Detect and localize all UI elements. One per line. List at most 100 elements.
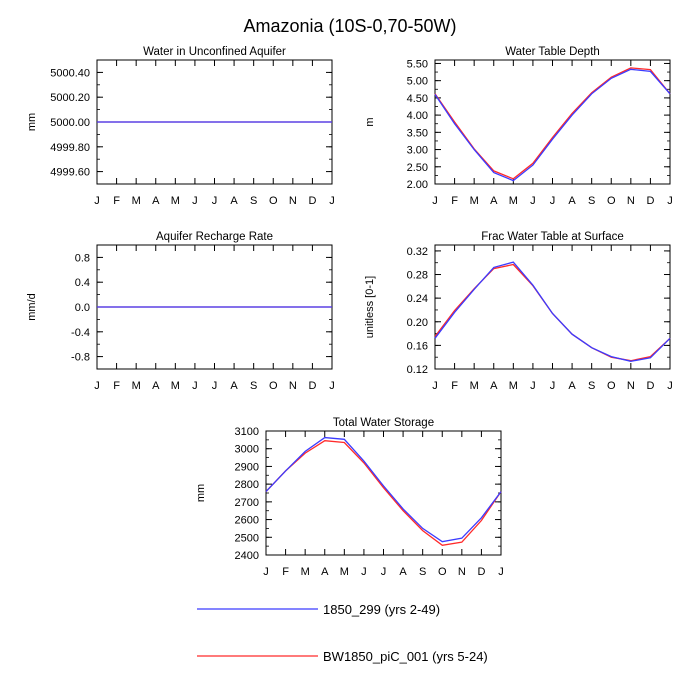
y-tick-label: 2600 [235, 515, 259, 527]
x-tick-label: M [132, 380, 141, 392]
x-tick-label: N [289, 380, 297, 392]
x-tick-label: M [509, 195, 518, 207]
x-tick-label: M [171, 380, 180, 392]
x-tick-label: M [132, 195, 141, 207]
x-tick-label: F [451, 195, 458, 207]
x-tick-label: O [607, 195, 616, 207]
series-line-1850-299-yrs-2-49 [265, 436, 502, 543]
x-tick-label: J [192, 195, 198, 207]
y-tick-label: 0.12 [407, 364, 428, 376]
x-tick-label: J [263, 566, 269, 578]
y-tick-label: 5.50 [407, 58, 428, 70]
x-tick-label: M [470, 380, 479, 392]
x-tick-label: O [269, 380, 278, 392]
y-tick-label: 2800 [235, 479, 259, 491]
x-tick-label: F [113, 380, 120, 392]
y-tick-label: 5000.20 [50, 92, 90, 104]
x-tick-label: N [458, 566, 466, 578]
y-tick-label: 0.28 [407, 270, 428, 282]
y-tick-label: 5000.40 [50, 67, 90, 79]
y-tick-label: 3.50 [407, 127, 428, 139]
series-line-bw1850-pic-001-yrs-5-24 [265, 440, 502, 546]
y-tick-label: 3000 [235, 444, 259, 456]
y-tick-label: 0.24 [407, 293, 428, 305]
x-tick-label: D [477, 566, 485, 578]
y-tick-label: 2400 [235, 550, 259, 562]
x-tick-label: D [308, 195, 316, 207]
x-tick-label: M [340, 566, 349, 578]
x-tick-label: J [550, 195, 556, 207]
x-tick-label: M [509, 380, 518, 392]
panel-title: Total Water Storage [333, 417, 434, 429]
x-tick-label: J [94, 380, 100, 392]
y-tick-label: 4.00 [407, 110, 428, 122]
x-tick-label: M [301, 566, 310, 578]
x-tick-label: A [568, 380, 576, 392]
x-tick-label: J [361, 566, 367, 578]
x-tick-label: J [381, 566, 387, 578]
x-tick-label: S [250, 380, 257, 392]
x-tick-label: D [646, 195, 654, 207]
y-tick-label: 2.00 [407, 179, 428, 191]
y-tick-label: 3.00 [407, 145, 428, 157]
x-tick-label: S [250, 195, 257, 207]
x-tick-label: J [432, 195, 438, 207]
x-tick-label: M [470, 195, 479, 207]
y-tick-label: 0.4 [75, 277, 90, 289]
x-tick-label: N [627, 195, 635, 207]
figure-title: Amazonia (10S-0,70-50W) [243, 16, 456, 36]
x-tick-label: O [438, 566, 447, 578]
x-tick-label: A [490, 380, 498, 392]
x-tick-label: A [230, 195, 238, 207]
x-tick-label: J [530, 380, 536, 392]
x-tick-label: J [329, 195, 335, 207]
y-axis-label: m [364, 117, 376, 126]
y-tick-label: 3100 [235, 426, 259, 438]
x-tick-label: J [667, 380, 673, 392]
y-axis-label: mm [195, 484, 207, 502]
x-tick-label: N [289, 195, 297, 207]
x-tick-label: J [94, 195, 100, 207]
y-tick-label: 2500 [235, 532, 259, 544]
y-axis-label: unitless [0-1] [364, 276, 376, 338]
x-tick-label: M [171, 195, 180, 207]
x-tick-label: S [588, 195, 595, 207]
y-tick-label: -0.4 [71, 327, 90, 339]
y-tick-label: 4999.80 [50, 142, 90, 154]
x-tick-label: N [627, 380, 635, 392]
panel-title: Water in Unconfined Aquifer [143, 46, 286, 58]
y-tick-label: 0.0 [75, 302, 90, 314]
x-tick-label: J [432, 380, 438, 392]
y-tick-label: 5.00 [407, 76, 428, 88]
x-tick-label: J [192, 380, 198, 392]
y-tick-label: 0.32 [407, 246, 428, 258]
legend: 1850_299 (yrs 2-49) BW1850_piC_001 (yrs … [197, 602, 488, 664]
legend-label-bw1850: BW1850_piC_001 (yrs 5-24) [323, 649, 488, 664]
x-tick-label: S [419, 566, 426, 578]
x-tick-label: A [321, 566, 329, 578]
series-line-1850-299-yrs-2-49 [434, 68, 671, 182]
y-axis-label: mm [26, 113, 38, 131]
x-tick-label: A [152, 195, 160, 207]
y-tick-label: 2900 [235, 461, 259, 473]
x-tick-label: J [329, 380, 335, 392]
y-tick-label: 5000.00 [50, 117, 90, 129]
x-tick-label: O [269, 195, 278, 207]
x-tick-label: J [212, 380, 218, 392]
x-tick-label: F [113, 195, 120, 207]
panel-title: Frac Water Table at Surface [481, 231, 624, 243]
panel-title: Water Table Depth [505, 46, 600, 58]
x-tick-label: A [399, 566, 407, 578]
x-tick-label: A [568, 195, 576, 207]
plot-frame [434, 244, 671, 370]
x-tick-label: A [230, 380, 238, 392]
x-tick-label: O [607, 380, 616, 392]
y-tick-label: 4999.60 [50, 167, 90, 179]
x-tick-label: J [498, 566, 504, 578]
